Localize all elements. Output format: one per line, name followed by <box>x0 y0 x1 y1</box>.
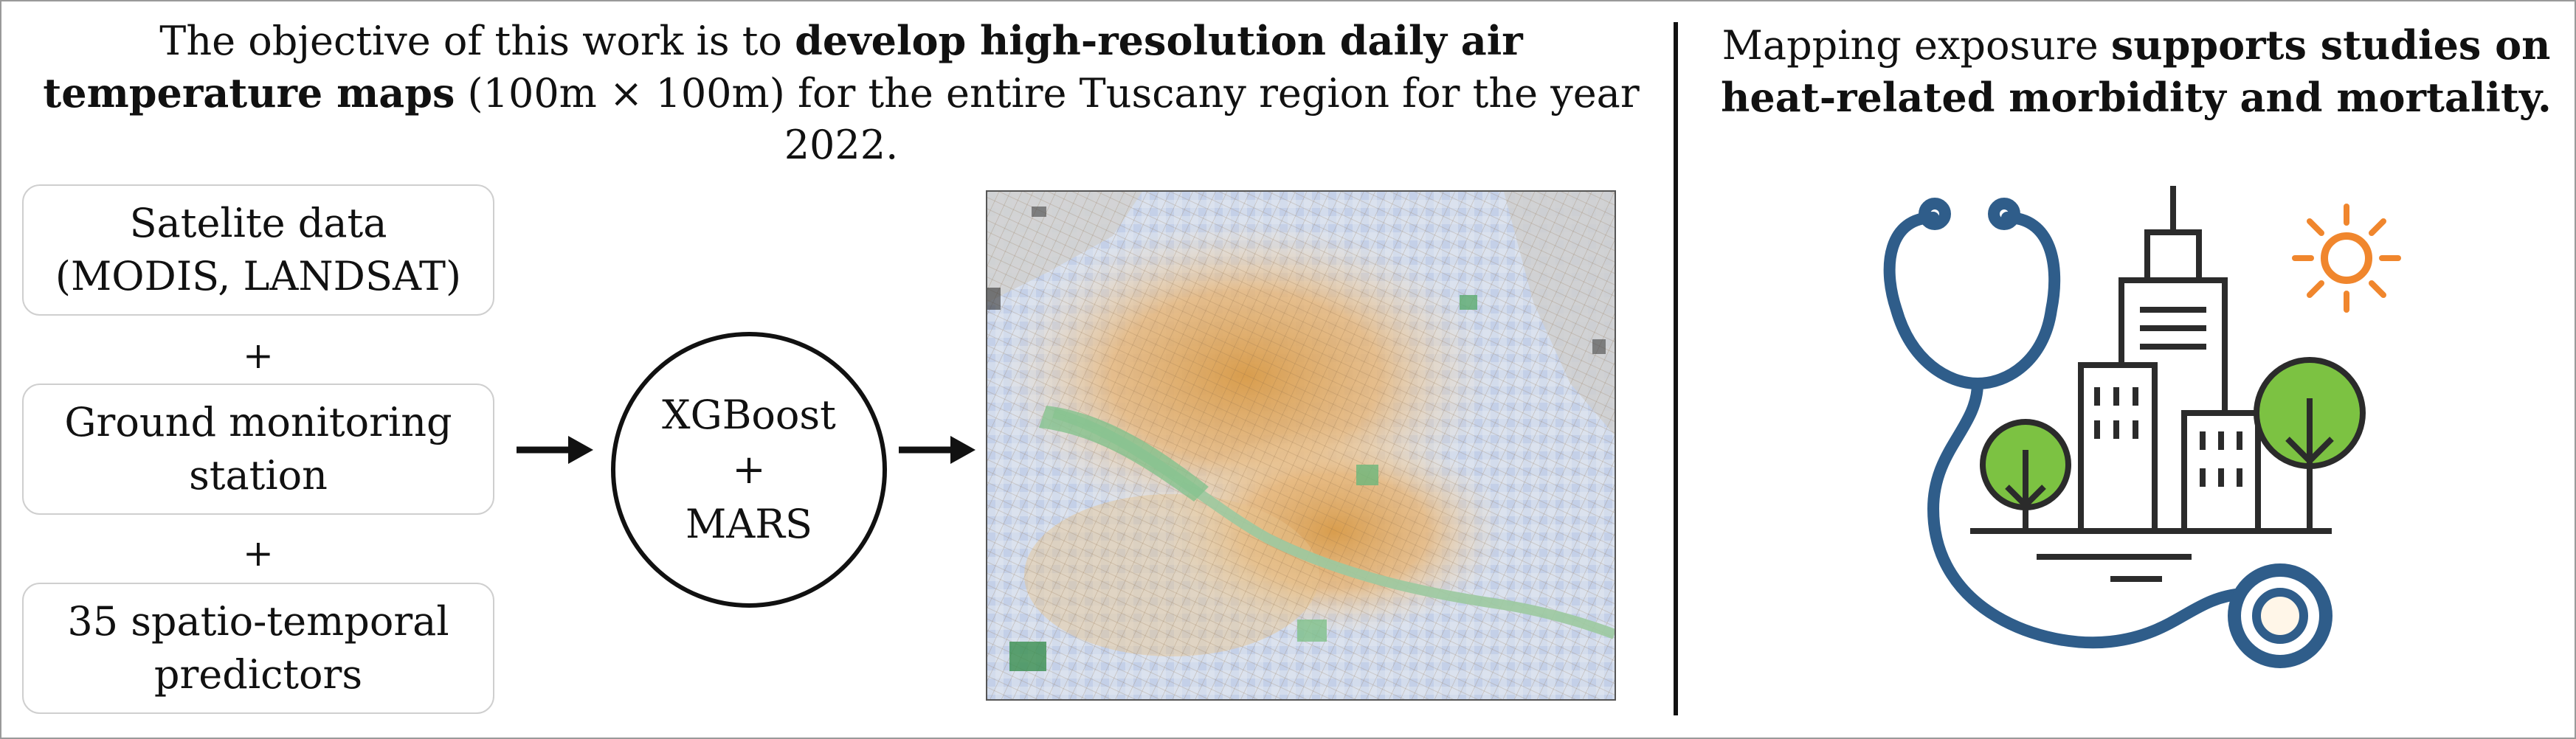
tree-icon <box>2254 357 2366 531</box>
input-satellite-line2: (MODIS, LANDSAT) <box>55 253 462 299</box>
objective-text-end: (100m × 100m) for the entire Tuscany reg… <box>455 70 1640 168</box>
objective-heading: The objective of this work is to develop… <box>30 15 1653 171</box>
exposure-text-start: Mapping exposure <box>1722 22 2111 69</box>
input-satellite-line1: Satelite data <box>129 200 387 246</box>
objective-text-start: The objective of this work is to <box>159 18 795 64</box>
temperature-map <box>986 190 1616 701</box>
model-plus-label: + <box>732 446 766 493</box>
input-ground-line1: Ground monitoring <box>64 399 452 445</box>
model-xgboost-label: XGBoost <box>662 392 836 438</box>
stethoscope-icon <box>1883 198 2332 668</box>
health-city-illustration <box>1883 186 2401 668</box>
arrow-to-model <box>517 436 593 464</box>
temperature-map-image <box>987 192 1615 699</box>
exposure-text-bold: supports studies on heat-related morbidi… <box>1721 21 2552 121</box>
input-ground-line2: station <box>189 452 328 499</box>
plus-sign-1: + <box>243 334 274 377</box>
input-satellite-data: Satelite data (MODIS, LANDSAT) <box>22 184 494 316</box>
exposure-heading: Mapping exposure supports studies on hea… <box>1712 19 2561 124</box>
section-divider <box>1674 22 1678 715</box>
arrow-to-map <box>899 436 976 464</box>
sun-icon <box>2292 204 2401 313</box>
tree-icon <box>1980 419 2071 531</box>
input-ground-station: Ground monitoring station <box>22 384 494 515</box>
model-circle: XGBoost + MARS <box>611 332 887 608</box>
plus-sign-2: + <box>243 532 274 575</box>
input-predictors-line1: 35 spatio-temporal <box>67 598 449 645</box>
city-buildings-icon <box>2078 186 2261 534</box>
input-predictors: 35 spatio-temporal predictors <box>22 583 494 714</box>
model-mars-label: MARS <box>686 501 812 547</box>
input-predictors-line2: predictors <box>153 651 363 698</box>
objective-text-bold: develop high-resolution daily air temper… <box>43 17 1523 117</box>
